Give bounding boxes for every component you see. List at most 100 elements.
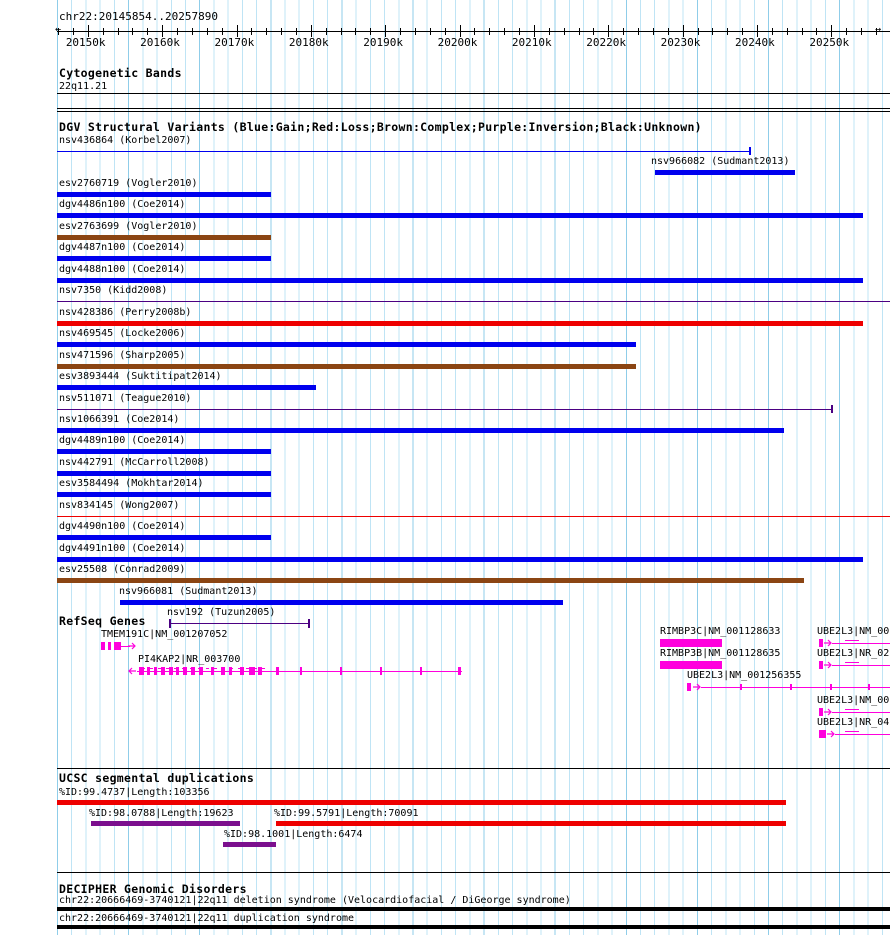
gene-exon[interactable] [830,684,832,690]
gene-exon[interactable] [249,667,255,675]
gene-exon[interactable] [660,661,722,669]
gene-intron-line [150,668,153,669]
dgv-feature-bar[interactable] [57,557,863,562]
dgv-title: DGV Structural Variants (Blue:Gain;Red:L… [59,120,702,134]
gene-exon[interactable] [191,667,195,675]
dgv-feature-bar[interactable] [57,256,271,261]
ruler-minor-tick [132,28,133,35]
dgv-feature-label: nsv469545 (Locke2006) [59,328,186,339]
gene-exon[interactable] [101,642,105,650]
gene-exon[interactable] [139,667,144,675]
gene-exon[interactable] [229,667,232,675]
gene-exon[interactable] [790,684,792,690]
gene-exon[interactable] [154,667,157,675]
dgv-feature-line[interactable] [57,409,832,410]
ruler-minor-tick [192,28,193,35]
ruler-major-tick [757,25,758,37]
ruler-minor-tick [222,28,223,35]
segdup-feature-bar[interactable] [223,842,276,847]
gene-exon[interactable] [687,683,691,691]
gene-exon[interactable] [240,667,244,675]
gene-label: PI4KAP2|NR_003700 [138,654,241,665]
dgv-feature-line[interactable] [57,301,890,302]
decipher-feature-bar[interactable] [57,907,890,911]
dgv-feature-label: dgv4491n100 (Coe2014) [59,543,186,554]
ruler-tick-label: 20190k [363,36,403,49]
dgv-feature-bar[interactable] [57,449,271,454]
gene-exon[interactable] [819,708,823,716]
ruler-minor-tick [445,28,446,35]
dgv-feature-bar[interactable] [57,428,784,433]
gene-exon[interactable] [420,667,422,675]
gene-exon[interactable] [183,667,187,675]
ruler-major-tick [831,25,832,37]
dgv-feature-label: esv2760719 (Vogler2010) [59,178,198,189]
cytoband-label: 22q11.21 [59,81,108,92]
ruler-major-tick [88,25,89,37]
gene-strand-arrow-right-icon [827,730,835,738]
track-divider-1 [57,108,890,109]
gene-intron-line [238,668,241,669]
gene-exon[interactable] [114,642,121,650]
gene-exon[interactable] [340,667,342,675]
gene-exon[interactable] [147,667,150,675]
segdup-feature-bar[interactable] [276,821,786,826]
decipher-feature-bar[interactable] [57,925,890,929]
dgv-feature-line[interactable] [57,151,750,152]
gene-exon[interactable] [258,667,262,675]
dgv-feature-bar[interactable] [655,170,795,175]
dgv-feature-bar[interactable] [57,492,271,497]
dgv-feature-line[interactable] [169,623,310,624]
segdup-feature-bar[interactable] [57,800,786,805]
gene-exon[interactable] [199,667,203,675]
gene-exon[interactable] [176,667,179,675]
gene-label: UBE2L3|NR_02 [817,648,890,659]
ruler-tick-label: 20210k [511,36,552,49]
dgv-feature-bar[interactable] [57,213,863,218]
dgv-feature-bar[interactable] [120,600,563,605]
dgv-feature-bar[interactable] [57,364,636,369]
gene-intron-line [121,646,130,647]
gene-intron-line [246,668,249,669]
gene-exon[interactable] [108,642,111,650]
gene-intron-line [845,709,859,710]
dgv-feature-bar[interactable] [57,278,863,283]
dgv-feature-bar[interactable] [57,342,636,347]
gene-exon[interactable] [819,661,823,669]
gene-exon[interactable] [276,667,279,675]
gene-exon[interactable] [300,667,302,675]
ruler-minor-tick [638,28,639,35]
dgv-feature-bar[interactable] [57,235,271,240]
ruler-minor-tick [400,28,401,35]
gene-exon[interactable] [161,667,165,675]
gene-exon[interactable] [740,684,742,690]
gene-exon[interactable] [380,667,382,675]
ruler-minor-tick [876,28,877,35]
decipher-feature-label: chr22:20666469-3740121|22q11 duplication… [59,913,355,924]
gene-exon[interactable] [458,667,461,675]
gene-exon[interactable] [819,639,823,647]
dgv-feature-bar[interactable] [57,321,863,326]
ruler-minor-tick [504,28,505,35]
ruler-minor-tick [712,28,713,35]
ruler-minor-tick [296,28,297,35]
dgv-feature-bar[interactable] [57,578,804,583]
segdup-feature-bar[interactable] [91,821,240,826]
segdup-feature-label: %ID:98.0788|Length:19623 [89,808,234,819]
gene-label: UBE2L3|NM_00 [817,626,890,637]
dgv-feature-bar[interactable] [57,471,271,476]
ruler-minor-tick [118,28,119,35]
dgv-feature-bar[interactable] [57,535,271,540]
gene-exon[interactable] [169,667,173,675]
dgv-feature-bar[interactable] [57,192,271,197]
gene-exon[interactable] [221,667,225,675]
ruler-minor-tick [787,28,788,35]
gene-exon[interactable] [660,639,722,647]
dgv-feature-endcap [831,405,833,413]
dgv-feature-line[interactable] [57,516,890,517]
gene-exon[interactable] [819,730,826,738]
gene-exon[interactable] [211,667,214,675]
dgv-feature-bar[interactable] [57,385,316,390]
gene-exon[interactable] [868,684,870,690]
dgv-feature-label: nsv428386 (Perry2008b) [59,307,192,318]
